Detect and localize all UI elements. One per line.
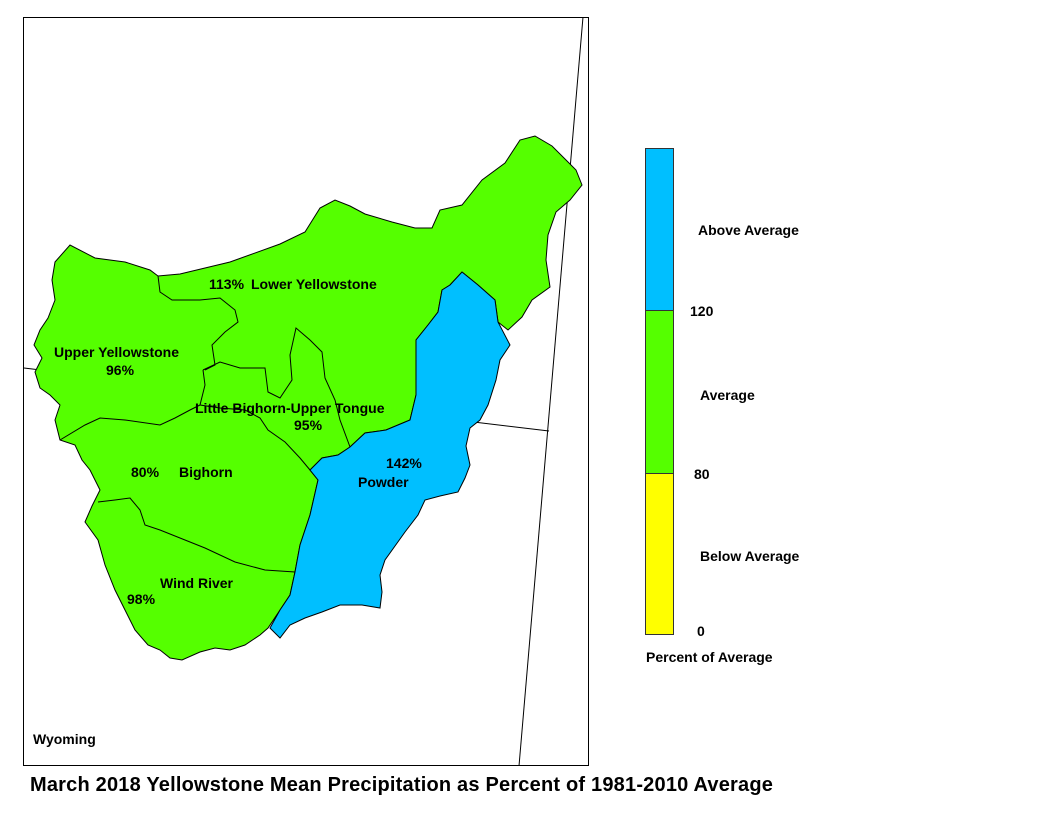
label-wind-river-percent: 98% [127,591,156,607]
label-wind-river-name: Wind River [160,575,234,591]
legend-swatch-below-average [645,473,674,635]
legend-label-below-average: Below Average [700,548,800,564]
label-powder-percent: 142% [386,455,422,471]
map-title: March 2018 Yellowstone Mean Precipitatio… [30,774,774,796]
label-little-bighorn-percent: 95% [294,417,323,433]
label-powder-name: Powder [358,474,409,490]
label-lower-yellowstone-percent: 113% [209,276,245,292]
legend-label-average: Average [700,387,755,403]
legend-break-120: 120 [690,303,714,319]
state-label-wyoming: Wyoming [33,731,96,747]
state-border-east [518,16,584,767]
label-lower-yellowstone-name: Lower Yellowstone [251,276,377,292]
legend-swatch-above-average [645,148,674,311]
label-upper-yellowstone-percent: 96% [106,362,135,378]
label-bighorn-name: Bighorn [179,464,233,480]
legend-label-above-average: Above Average [698,222,799,238]
label-bighorn-percent: 80% [131,464,160,480]
legend-title: Percent of Average [646,649,773,665]
legend-break-0: 0 [697,623,705,639]
legend-break-80: 80 [694,466,710,482]
map-frame [23,17,589,766]
legend-swatch-average [645,310,674,474]
label-little-bighorn-name: Little Bighorn-Upper Tongue [195,400,385,416]
label-upper-yellowstone-name: Upper Yellowstone [54,344,179,360]
basin-powder-region[interactable] [269,271,511,639]
basin-boundaries [59,275,351,573]
